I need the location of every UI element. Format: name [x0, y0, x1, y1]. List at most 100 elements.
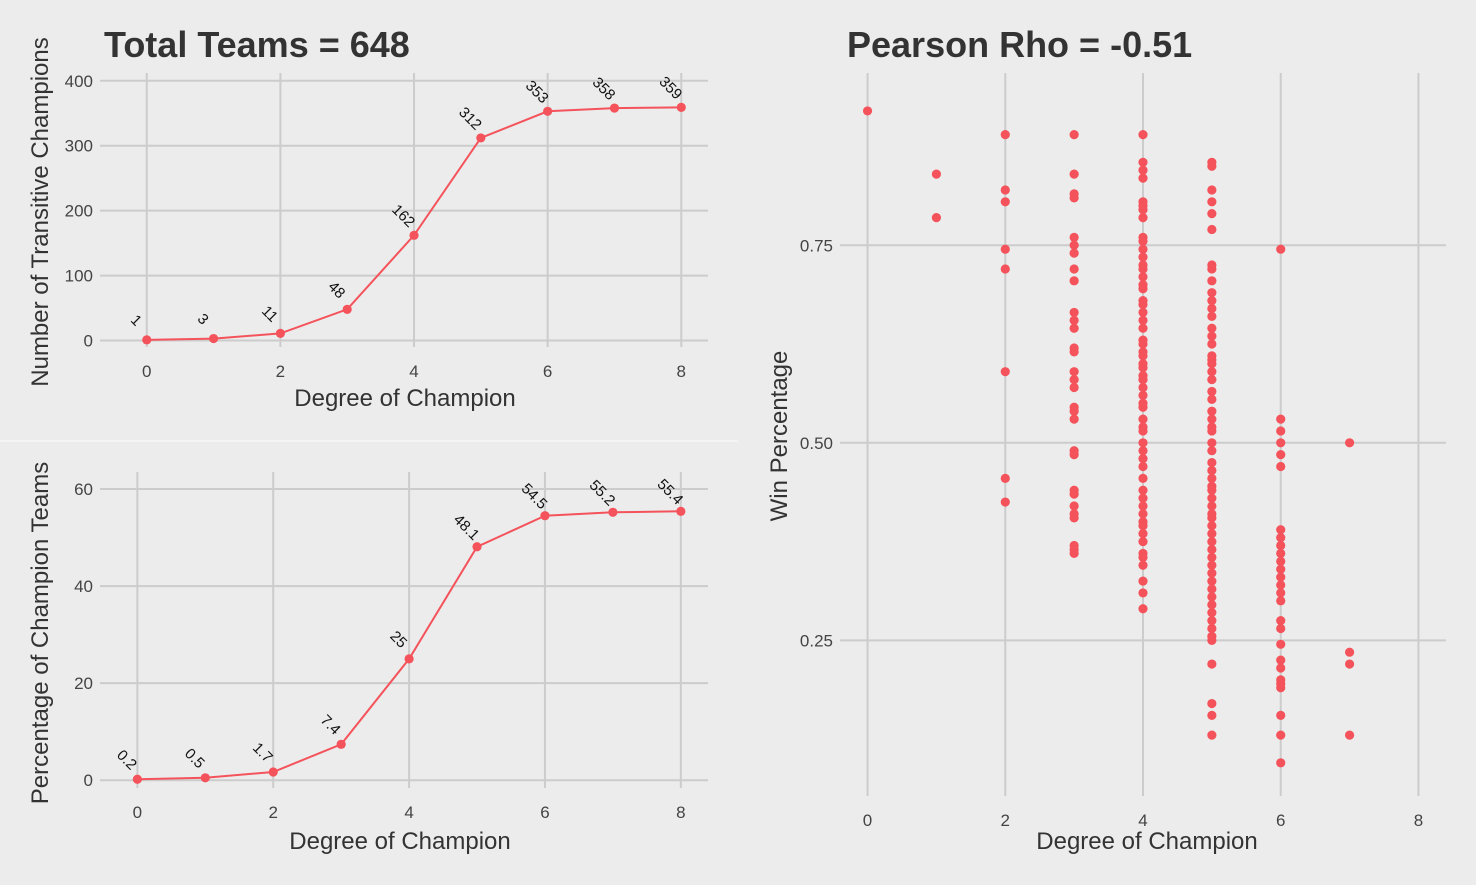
data-point: [1069, 307, 1079, 318]
data-point: [1138, 390, 1148, 400]
data-point: [1138, 446, 1148, 456]
data-point: [1138, 588, 1148, 598]
y-tick-label: 0.75: [800, 236, 833, 255]
data-point: [1138, 339, 1148, 349]
data-point: [1207, 339, 1217, 349]
y-tick-label: 400: [65, 72, 93, 91]
data-point: [1000, 264, 1010, 274]
data-point: [1207, 224, 1217, 235]
data-point: [1069, 513, 1079, 523]
data-point: [1138, 363, 1148, 373]
chart-title: Pearson Rho = -0.51: [847, 24, 1192, 65]
gridlines: [100, 73, 708, 347]
data-point: [1344, 438, 1355, 448]
x-tick-label: 0: [133, 803, 142, 822]
data-point: [1207, 513, 1217, 523]
data-point: [1138, 501, 1148, 511]
data-point: [1207, 288, 1217, 298]
data-point: [1069, 414, 1079, 424]
data-point: [1276, 525, 1286, 535]
data-point: [1207, 576, 1217, 586]
data-point: [1069, 489, 1079, 499]
data-point: [1069, 315, 1079, 325]
data-point: [1276, 450, 1286, 460]
data-point: [1138, 374, 1148, 385]
data-point: [1138, 485, 1148, 495]
x-tick-label: 4: [404, 803, 413, 822]
data-point: [342, 304, 352, 314]
data-point: [1069, 169, 1079, 179]
data-point: [1138, 438, 1148, 448]
data-point: [1138, 299, 1148, 310]
data-point: [1276, 533, 1286, 543]
data-point: [1207, 331, 1217, 341]
data-point: [1207, 584, 1217, 594]
data-point: [931, 169, 942, 179]
data-point: [1207, 501, 1217, 511]
y-tick-label: 0.50: [800, 434, 833, 453]
data-label: 1: [127, 312, 145, 330]
data-point: [1069, 374, 1079, 385]
data-point: [1276, 414, 1286, 424]
data-label: 0.2: [113, 747, 140, 774]
data-point: [862, 106, 873, 116]
data-label: 1.7: [249, 739, 276, 766]
data-point: [1207, 185, 1217, 195]
data-point: [1138, 284, 1148, 294]
data-point: [1207, 457, 1217, 468]
data-label: 312: [455, 104, 485, 134]
data-label: 55.2: [586, 477, 619, 510]
y-tick-label: 0: [84, 771, 93, 790]
data-point: [1069, 347, 1079, 357]
data-point: [1207, 374, 1217, 385]
data-label: 0.5: [181, 745, 208, 772]
data-point: [1138, 382, 1148, 393]
data-point: [1000, 244, 1010, 254]
data-point: [1276, 426, 1286, 436]
data-point: [1207, 209, 1217, 219]
data-point: [409, 230, 419, 240]
data-point: [1276, 758, 1286, 768]
data-point: [1138, 323, 1148, 333]
data-point: [404, 654, 414, 664]
data-point: [1069, 130, 1079, 140]
data-point: [1000, 130, 1010, 140]
data-point: [1138, 529, 1148, 539]
data-point: [1069, 382, 1079, 393]
data-point: [1207, 608, 1217, 618]
data-point: [1207, 303, 1217, 314]
data-point: [1276, 556, 1286, 566]
data-point: [1276, 623, 1286, 634]
data-point: [1207, 592, 1217, 602]
data-point: [1207, 730, 1217, 740]
data-point: [1207, 544, 1217, 555]
data-point: [1138, 213, 1148, 223]
data-point: [1138, 576, 1148, 586]
x-tick-label: 6: [1276, 811, 1285, 830]
x-tick-label: 6: [540, 803, 549, 822]
y-axis-title: Percentage of Champion Teams: [27, 462, 54, 804]
x-tick-label: 2: [1001, 811, 1010, 830]
data-point: [1207, 276, 1217, 286]
y-tick-label: 60: [74, 480, 93, 499]
data-point: [1138, 552, 1148, 562]
x-axis-title: Degree of Champion: [1036, 828, 1257, 855]
data-point: [1276, 615, 1286, 626]
data-point: [1276, 244, 1286, 254]
x-tick-label: 4: [409, 362, 418, 381]
y-axis-title: Win Percentage: [766, 351, 793, 522]
data-point: [1276, 580, 1286, 590]
gridlines: [100, 472, 708, 788]
data-point: [1276, 548, 1286, 559]
data-point: [1069, 232, 1079, 242]
data-point: [609, 103, 620, 113]
data-point: [608, 507, 618, 517]
data-point: [1276, 564, 1286, 574]
data-point: [1276, 596, 1286, 606]
data-point: [336, 739, 346, 749]
data-point: [1138, 130, 1148, 140]
data-point: [1207, 264, 1217, 274]
data-point: [1207, 386, 1217, 397]
data-point: [1276, 572, 1286, 582]
chart-win-percentage: Pearson Rho = -0.51 Degree of Champion W…: [766, 24, 1446, 855]
